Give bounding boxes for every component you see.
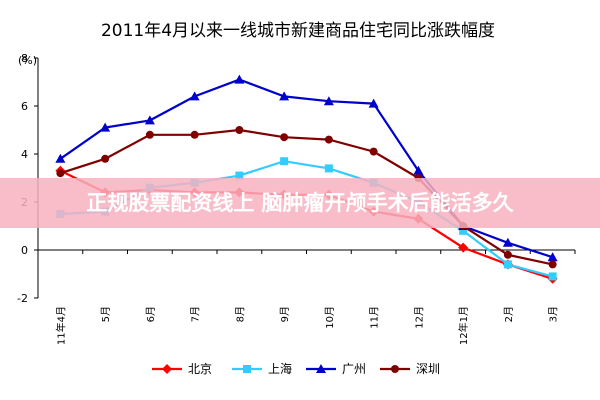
data-point-marker — [323, 96, 334, 106]
data-point-marker — [316, 364, 326, 373]
y-tick-label: 4 — [21, 148, 28, 161]
data-point-marker — [458, 242, 469, 253]
x-tick-label: 2月 — [503, 306, 515, 322]
x-tick-label: 3月 — [548, 306, 560, 322]
data-point-marker — [145, 130, 154, 139]
data-point-marker — [548, 260, 557, 269]
data-point-marker — [368, 98, 379, 108]
y-tick-label: 8 — [21, 52, 28, 65]
x-tick-label: 7月 — [190, 306, 202, 322]
data-point-marker — [503, 260, 512, 269]
chart-title: 2011年4月以来一线城市新建商品住宅同比涨跌幅度 — [101, 21, 495, 41]
legend-label: 上海 — [268, 361, 292, 376]
overlay-banner: 正规股票配资线上 脑肿瘤开颅手术后能活多久 — [0, 178, 600, 228]
data-point-marker — [280, 157, 289, 166]
series-深圳 — [56, 126, 557, 269]
x-tick-label: 12月 — [413, 306, 425, 329]
y-tick-label: -2 — [17, 292, 28, 305]
data-point-marker — [243, 365, 251, 373]
data-point-marker — [56, 169, 65, 178]
legend-label: 北京 — [188, 362, 212, 376]
data-point-marker — [279, 91, 290, 101]
y-tick-label: 0 — [21, 244, 28, 257]
legend-item: 深圳 — [380, 362, 440, 376]
x-tick-label: 11月 — [369, 306, 381, 329]
series-广州 — [55, 74, 558, 262]
data-point-marker — [235, 171, 244, 180]
data-point-marker — [280, 133, 289, 142]
data-point-marker — [324, 164, 333, 173]
data-point-marker — [503, 250, 512, 259]
x-tick-label: 6月 — [145, 306, 157, 322]
data-point-marker — [144, 115, 155, 125]
x-tick-label: 12年1月 — [457, 306, 470, 345]
data-point-marker — [502, 237, 513, 247]
data-point-marker — [55, 153, 66, 163]
x-tick-label: 10月 — [324, 306, 336, 329]
data-point-marker — [459, 226, 468, 235]
data-point-marker — [547, 252, 558, 262]
overlay-banner-background — [0, 178, 600, 228]
legend-item: 广州 — [306, 362, 366, 376]
data-point-marker — [324, 135, 333, 144]
series-line — [59, 78, 553, 259]
x-tick-label: 11年4月 — [54, 306, 67, 345]
legend: 北京 上海 广州 深圳 — [152, 361, 440, 376]
series-line — [60, 128, 553, 266]
data-point-marker — [189, 91, 200, 101]
data-point-marker — [235, 126, 244, 134]
data-point-marker — [548, 272, 557, 281]
legend-item: 北京 — [152, 362, 212, 376]
data-point-marker — [190, 130, 199, 139]
data-point-marker — [100, 122, 111, 132]
data-point-marker — [369, 147, 378, 156]
y-unit-label: (%) — [18, 54, 37, 67]
legend-label: 广州 — [342, 362, 366, 376]
legend-label: 深圳 — [416, 362, 440, 376]
data-point-marker — [391, 365, 399, 373]
legend-item: 上海 — [232, 361, 292, 376]
data-point-marker — [234, 74, 245, 84]
overlay-banner-text: 正规股票配资线上 脑肿瘤开颅手术后能活多久 — [86, 191, 513, 215]
data-point-marker — [101, 154, 110, 163]
y-tick-label: 6 — [21, 100, 28, 113]
data-point-marker — [413, 165, 424, 175]
x-tick-label: 9月 — [279, 306, 291, 322]
x-tick-label: 5月 — [100, 306, 112, 322]
data-point-marker — [162, 364, 172, 374]
x-tick-label: 8月 — [234, 306, 246, 322]
